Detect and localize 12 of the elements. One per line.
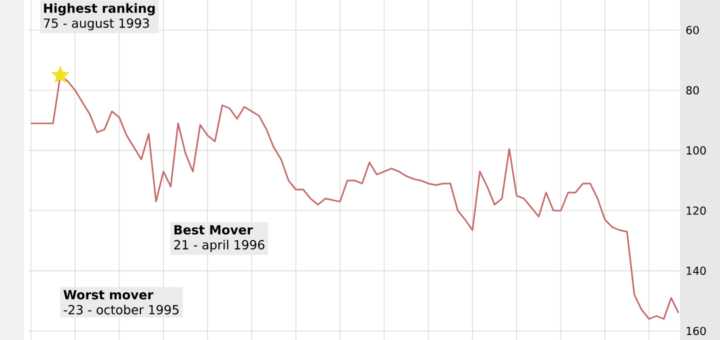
y-tick-label: 160 <box>686 326 706 336</box>
annotation: -23 - october 1995 <box>64 304 179 314</box>
annotation: 21 - april 1996 <box>174 240 264 252</box>
annotation: Worst mover <box>64 290 154 300</box>
annotation: 75 - august 1993 <box>44 18 149 30</box>
y-tick-label: 140 <box>686 266 706 275</box>
y-tick-label: 100 <box>686 146 706 155</box>
y-tick-label: 120 <box>686 206 706 215</box>
y-tick-label: 60 <box>686 26 699 34</box>
annotation: Best Mover <box>174 225 253 235</box>
y-tick-label: 80 <box>686 86 699 94</box>
annotation: Highest ranking <box>44 3 155 16</box>
